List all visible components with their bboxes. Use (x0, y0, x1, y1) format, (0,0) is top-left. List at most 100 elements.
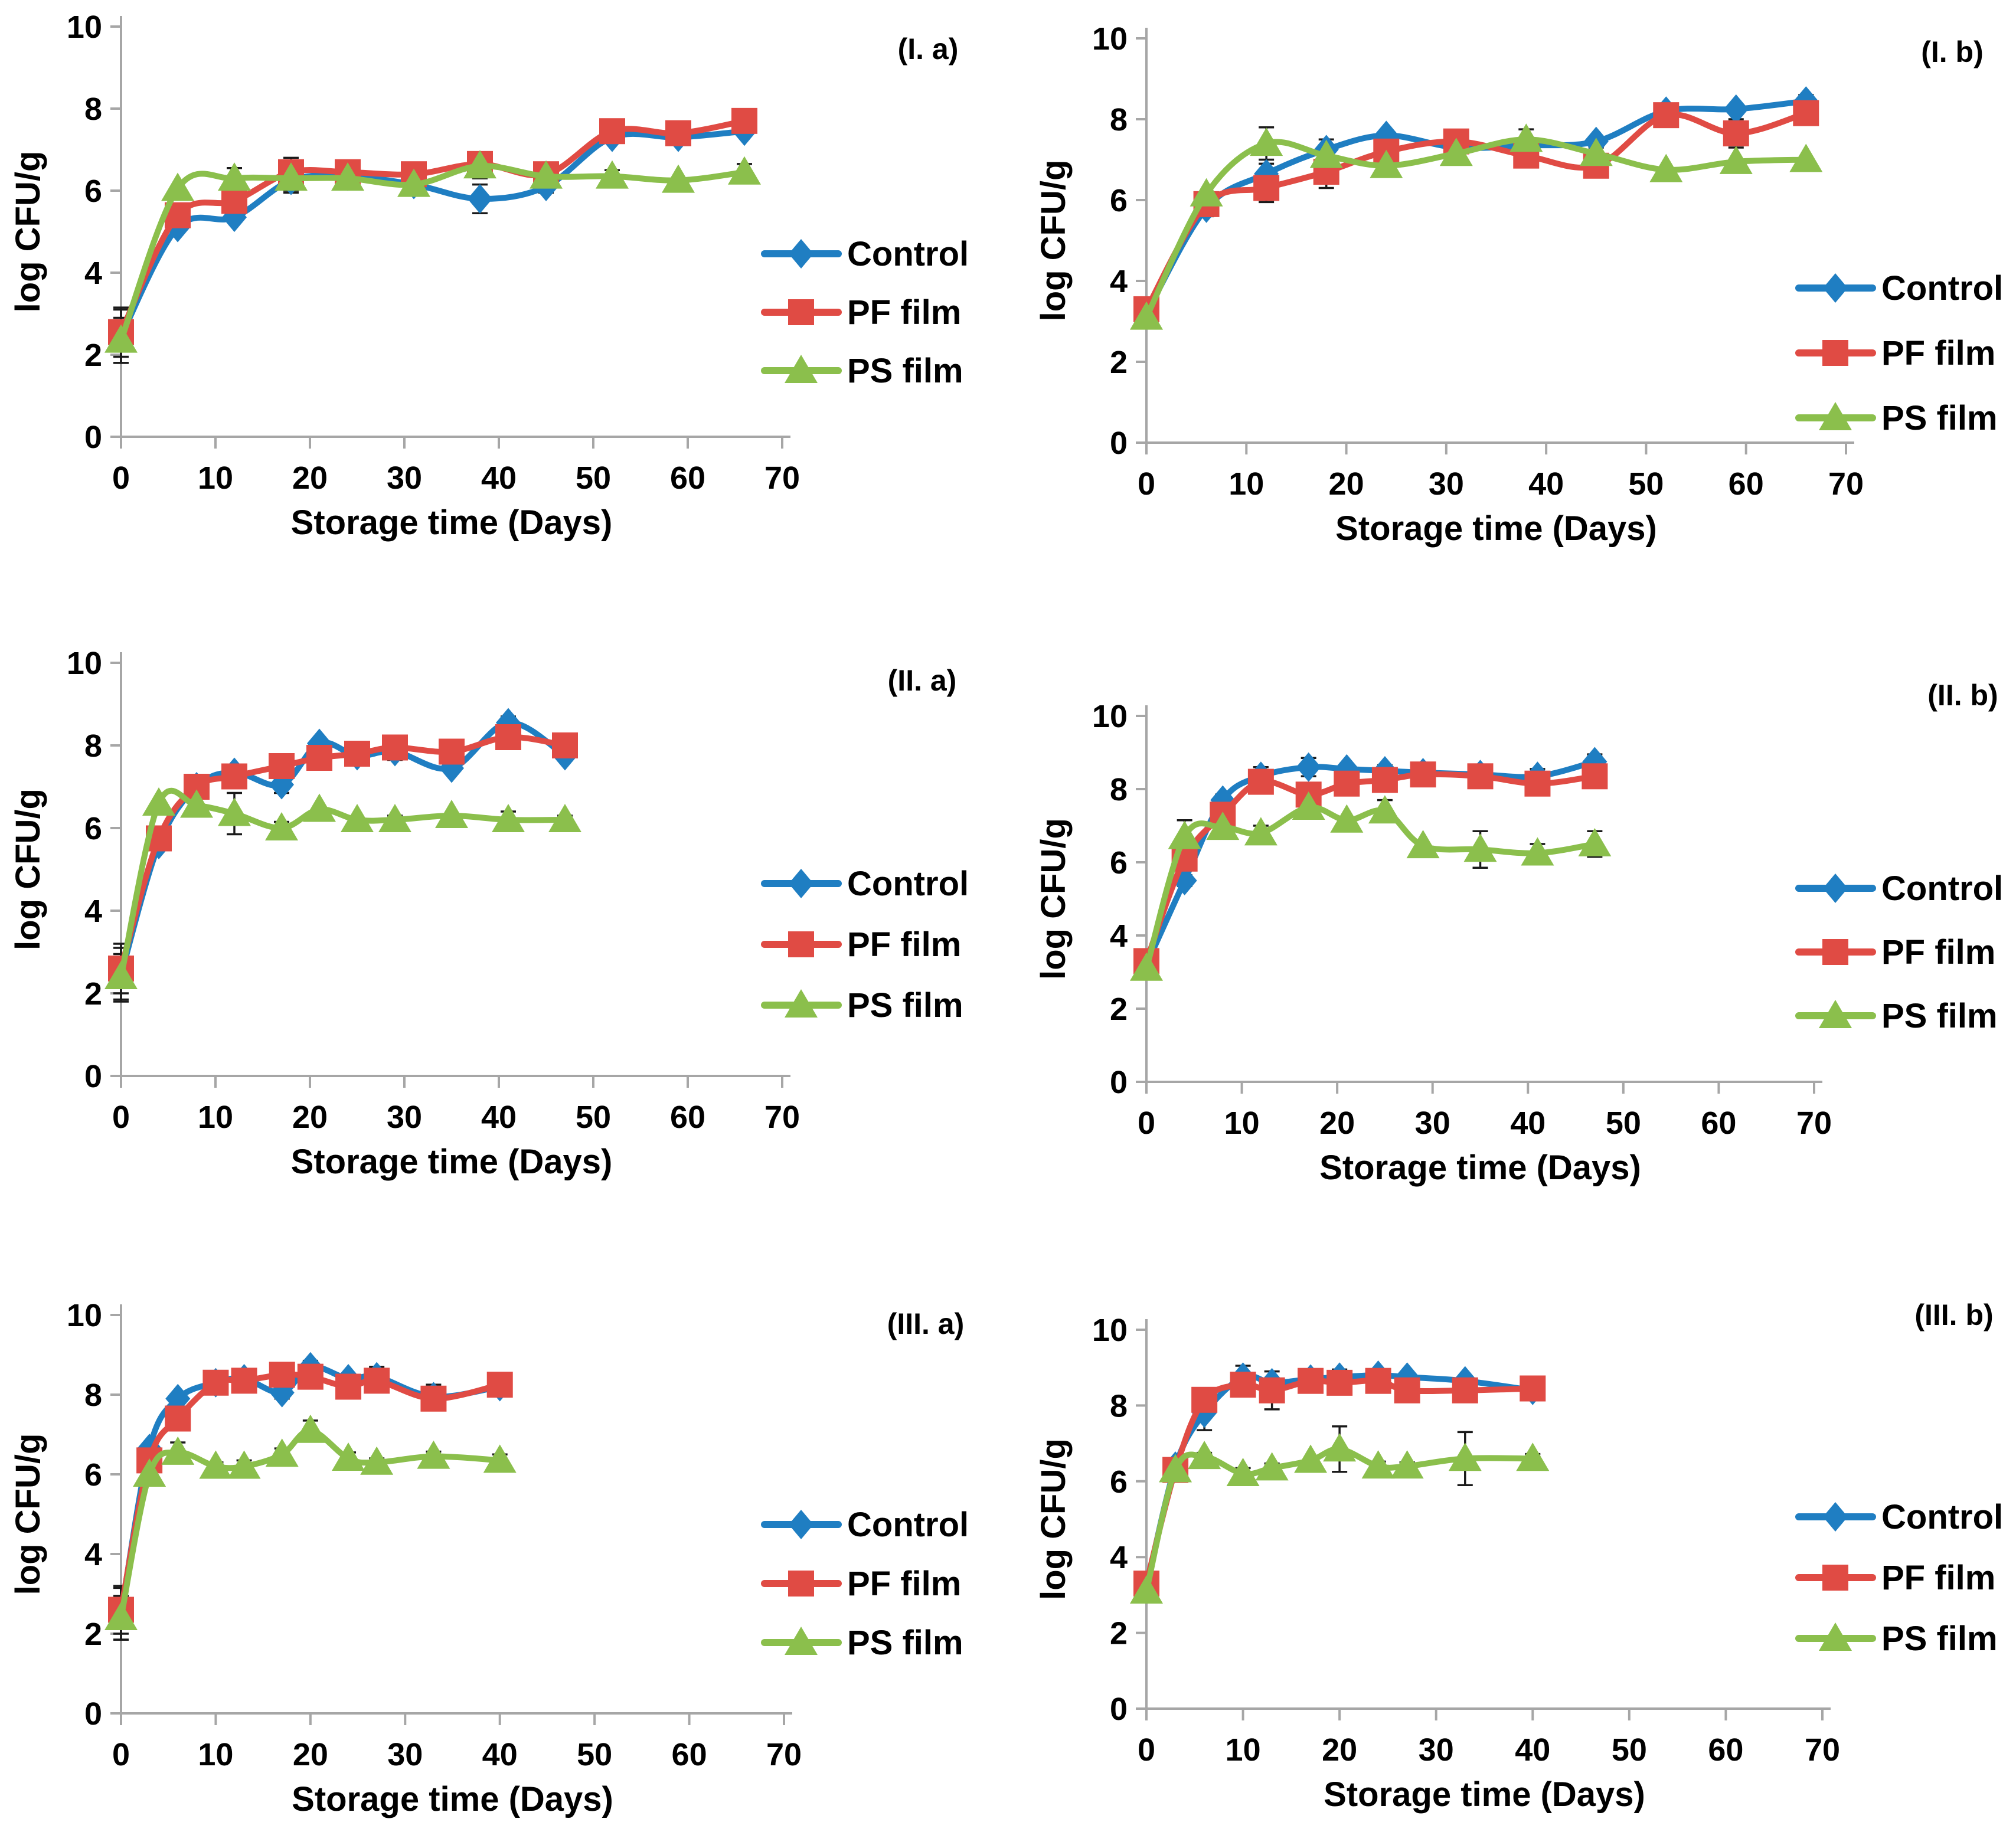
x-tick-label: 70 (764, 1100, 800, 1135)
legend-item-control: Control (1795, 1498, 2003, 1536)
legend-ps-film-marker (1819, 1000, 1852, 1028)
ps-film-marker (1516, 1442, 1550, 1471)
x-tick-label: 60 (1701, 1105, 1736, 1141)
chart-panel-II-a: 0 2 4 6 8 10 0 10 20 30 40 50 60 70 Storage time (Days… (0, 611, 1008, 1222)
y-axis-title: log CFU/g (1034, 818, 1073, 980)
y-tick-label: 2 (84, 1617, 102, 1652)
x-tick-label: 40 (1528, 466, 1564, 502)
pf-film-marker (599, 118, 625, 145)
pf-film-marker (297, 1363, 324, 1390)
x-axis-title: Storage time (Days) (1319, 1149, 1641, 1187)
pf-film-marker (269, 1362, 295, 1388)
x-axis-title: Storage time (Days) (1335, 509, 1657, 548)
y-tick-label: 0 (84, 420, 102, 455)
ps-film-marker (360, 1446, 394, 1475)
ps-film-marker (1579, 138, 1613, 166)
y-tick-label: 10 (67, 1298, 102, 1333)
x-tick-label: 10 (1226, 1732, 1261, 1768)
legend-control-marker (1823, 273, 1848, 303)
pf-film-line (1143, 110, 1809, 312)
pf-film-marker (495, 724, 521, 750)
legend-item-ps-film: PS film (761, 1624, 963, 1662)
error-bars (113, 715, 573, 1003)
y-axis-title: log CFU/g (9, 151, 47, 313)
x-tick-label: 20 (1329, 466, 1364, 502)
ps-film-line (1143, 804, 1598, 971)
panel-label: (III. a) (887, 1307, 965, 1340)
x-tick-label: 0 (112, 1100, 130, 1135)
ps-film-marker (548, 804, 581, 832)
y-tick-label: 8 (84, 91, 102, 127)
legend-item-control: Control (1795, 869, 2003, 908)
y-axis-title: log CFU/g (9, 1434, 47, 1595)
y-tick-label: 0 (84, 1059, 102, 1094)
x-axis-title: Storage time (Days) (1324, 1775, 1645, 1814)
legend-label-control: Control (847, 865, 969, 903)
x-axis-title: Storage time (Days) (291, 1143, 613, 1181)
y-tick-label: 4 (84, 256, 102, 291)
axes (110, 16, 790, 449)
x-tick-label: 20 (1322, 1732, 1357, 1768)
legend-label-ps-film: PS film (1881, 399, 1998, 437)
ps-film-marker (104, 961, 138, 989)
ps-film-marker (397, 168, 430, 197)
pf-film-marker (1298, 1368, 1324, 1394)
legend-label-pf-film: PF film (847, 293, 961, 332)
ps-film-marker (1159, 1454, 1192, 1483)
y-tick-label: 2 (1110, 992, 1128, 1027)
chart-svg-5: 0 2 4 6 8 10 0 10 20 30 40 50 60 70 Storage time (Days… (1034, 1298, 2003, 1814)
legend-control-marker (789, 869, 813, 898)
ps-film-marker (265, 812, 298, 840)
legend-item-control: Control (761, 235, 969, 273)
panel-label: (III. b) (1914, 1298, 1993, 1332)
control-marker (1723, 94, 1749, 124)
chart-svg-4: 0 2 4 6 8 10 0 10 20 30 40 50 60 70 Storage time (Days… (9, 1298, 969, 1818)
ps-film-marker (463, 150, 496, 179)
x-tick-label: 10 (1228, 466, 1264, 502)
y-tick-label: 6 (1110, 845, 1128, 881)
chart-panel-I-a: 0 2 4 6 8 10 0 10 20 30 40 50 60 70 Storage time (Days… (0, 0, 1008, 611)
ps-film-marker (1250, 127, 1283, 156)
ps-film-line (1143, 136, 1809, 320)
pf-film-marker (221, 763, 247, 790)
y-tick-label: 4 (1110, 1540, 1128, 1575)
y-tick-label: 4 (84, 894, 102, 929)
legend-label-control: Control (1881, 1498, 2003, 1536)
ps-film-marker (1719, 145, 1753, 174)
x-tick-label: 40 (481, 1100, 517, 1135)
pf-film-marker (1259, 1377, 1285, 1404)
ps-film-marker (180, 789, 213, 818)
ps-film-marker (1130, 952, 1163, 981)
x-tick-label: 40 (481, 460, 517, 496)
ps-film-marker (1521, 837, 1554, 866)
y-tick-label: 0 (1110, 426, 1128, 461)
x-tick-label: 0 (112, 460, 130, 496)
pf-film-marker (1520, 1375, 1546, 1402)
pf-film-marker (439, 738, 465, 765)
x-tick-label: 0 (112, 1737, 130, 1772)
pf-film-marker (306, 745, 332, 771)
pf-film-marker (1230, 1372, 1256, 1398)
y-tick-label: 0 (1110, 1065, 1128, 1100)
x-tick-label: 20 (293, 1737, 328, 1772)
legend-label-control: Control (1881, 269, 2003, 307)
legend-item-pf-film: PF film (761, 293, 961, 332)
ps-film-marker (218, 797, 251, 826)
x-tick-label: 30 (1415, 1105, 1450, 1141)
x-tick-label: 40 (1515, 1732, 1550, 1768)
pf-film-marker (486, 1372, 513, 1398)
pf-film-marker (344, 741, 370, 767)
axes (110, 1304, 792, 1725)
pf-film-marker (1582, 763, 1608, 790)
chart-panel-II-b: 0 2 4 6 8 10 0 10 20 30 40 50 60 70 Storage time (Days… (1008, 611, 2016, 1222)
chart-panel-III-a: 0 2 4 6 8 10 0 10 20 30 40 50 60 70 Storage time (Days… (0, 1222, 1008, 1832)
x-tick-label: 50 (577, 1737, 612, 1772)
y-tick-label: 0 (1110, 1692, 1128, 1727)
legend-pf-film-marker (1822, 340, 1848, 366)
legend-control-marker (1823, 874, 1848, 903)
y-tick-label: 4 (1110, 264, 1128, 299)
axes (1136, 705, 1822, 1094)
ps-film-marker (341, 804, 374, 832)
axes (110, 652, 790, 1088)
